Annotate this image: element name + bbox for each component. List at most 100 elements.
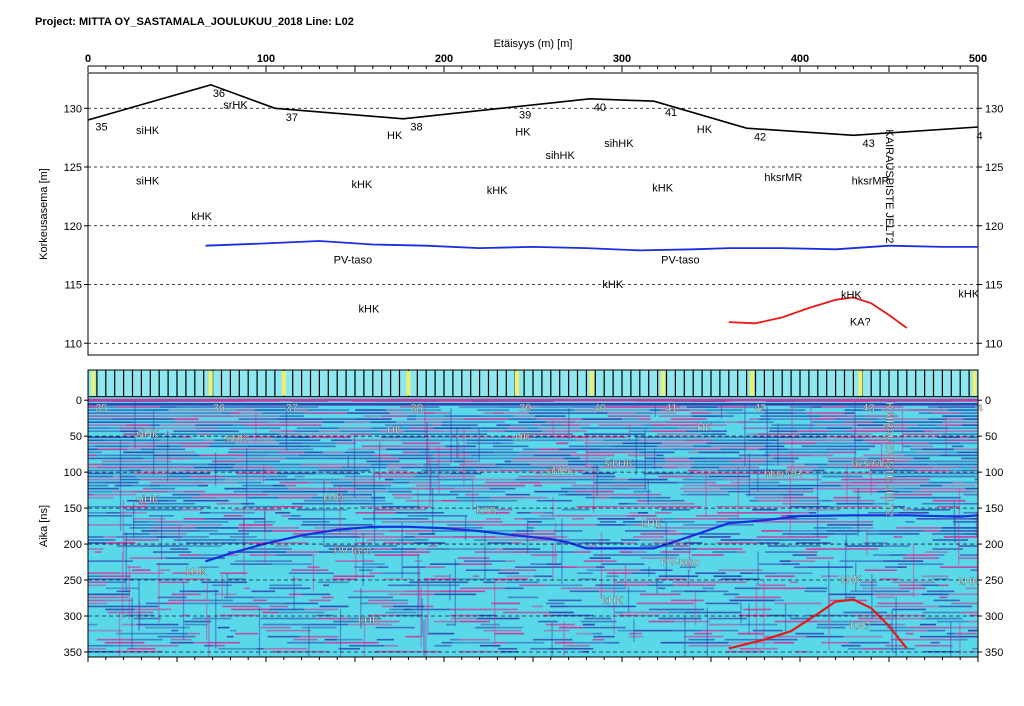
radar-y-tick-left-200: 200	[64, 539, 82, 551]
radar-image	[88, 370, 978, 657]
elevation-y-tick-left-130: 130	[64, 103, 82, 115]
marker-bar-station-1	[208, 371, 213, 396]
radar-y-tick-left-250: 250	[64, 575, 82, 587]
radar-annotation-11: kHK	[476, 505, 497, 517]
station-label-5: 40	[594, 102, 606, 114]
radar-annotation-20: KA?	[850, 620, 871, 632]
radar-annotation-6: HK	[697, 422, 713, 434]
radar-annotation-2: HK	[387, 424, 403, 436]
elevation-annotation-19: KA?	[850, 317, 871, 329]
elevation-annotation-2: HK	[387, 130, 403, 142]
elevation-annotation-11: hksrMR	[764, 172, 802, 184]
elevation-annotation-14: PV-taso	[334, 254, 373, 266]
elevation-vertical-label: KAIRAUSPISTE JELT2	[883, 129, 895, 243]
x-tick-label-200: 200	[435, 53, 453, 65]
radar-annotation-0: siHK	[136, 429, 160, 441]
elevation-panel: 35 36 37 38 39 40 41 42 43 4 siHK srHK HK HK sihHK sihH…	[87, 72, 983, 356]
radar-series-water_table	[205, 514, 978, 563]
elevation-y-tick-right-115: 115	[985, 280, 1003, 292]
radar-annotation-16: kHK	[841, 574, 862, 586]
radar-station-label-9: 4	[976, 403, 982, 415]
station-label-0: 35	[95, 121, 107, 133]
elevation-y-tick-right-110: 110	[985, 338, 1003, 350]
radar-y-tick-left-50: 50	[70, 431, 82, 443]
elevation-annotation-5: sihHK	[604, 138, 634, 150]
elevation-annotation-6: HK	[697, 124, 713, 136]
radar-annotation-15: kHK	[186, 566, 207, 578]
radar-annotation-4: sihHK	[545, 465, 575, 477]
x-tick-label-0: 0	[85, 53, 91, 65]
station-label-4: 39	[519, 110, 531, 122]
elevation-y-tick-left-120: 120	[64, 221, 82, 233]
radar-annotation-17: kHK	[958, 576, 979, 588]
radar-series-bedrock	[728, 598, 908, 650]
radar-station-label-1: 36	[213, 403, 225, 415]
elevation-annotation-13: kHK	[191, 211, 212, 223]
marker-bar-station-7	[749, 371, 754, 396]
radar-station-label-2: 37	[286, 403, 298, 415]
elevation-y-axis-label: Korkeusasema [m]	[38, 168, 50, 260]
radar-y-tick-right-350: 350	[985, 647, 1003, 659]
radar-station-label-8: 43	[863, 403, 875, 415]
radar-annotation-13: PV-taso	[334, 545, 373, 557]
radar-annotation-7: hksrMR	[764, 468, 802, 480]
radar-annotation-3: HK	[515, 432, 531, 444]
elevation-annotation-16: kHK	[602, 279, 623, 291]
station-label-1: 36	[213, 88, 225, 100]
station-label-2: 37	[286, 112, 298, 124]
series-water_table	[205, 240, 978, 252]
radar-annotation-19: kHK	[359, 615, 380, 627]
radar-station-label-5: 40	[594, 403, 606, 415]
radar-annotation-10: kHK	[323, 492, 344, 504]
radar-y-tick-right-0: 0	[985, 395, 991, 407]
radar-y-tick-left-100: 100	[64, 467, 82, 479]
elevation-annotation-4: sihHK	[545, 150, 575, 162]
elevation-y-tick-right-120: 120	[985, 221, 1003, 233]
radar-y-axis-label: Aika [ns]	[38, 505, 50, 547]
radar-y-tick-right-300: 300	[985, 611, 1003, 623]
radar-y-tick-right-50: 50	[985, 431, 997, 443]
elevation-annotation-17: kHK	[359, 304, 380, 316]
marker-bar-station-5	[589, 371, 594, 396]
series-bedrock	[728, 296, 908, 329]
radar-y-tick-right-200: 200	[985, 539, 1003, 551]
radar-y-tick-right-150: 150	[985, 503, 1003, 515]
radar-station-label-0: 35	[95, 403, 107, 415]
radar-y-tick-right-250: 250	[985, 575, 1003, 587]
x-tick-label-300: 300	[613, 53, 631, 65]
elevation-y-tick-right-125: 125	[985, 162, 1003, 174]
station-label-8: 43	[863, 138, 875, 150]
elevation-plot-frame	[87, 72, 979, 356]
radar-panel	[88, 435, 978, 653]
radar-station-label-3: 38	[410, 403, 422, 415]
elevation-annotation-12: hksrMR	[852, 176, 890, 188]
marker-bar-station-4	[514, 371, 519, 396]
elevation-series-group	[88, 83, 978, 329]
elevation-annotation-3: HK	[515, 126, 531, 138]
radar-station-label-7: 42	[754, 403, 766, 415]
radar-annotation-14: PV-taso	[661, 557, 700, 569]
elevation-y-tick-right-130: 130	[985, 103, 1003, 115]
elevation-annotation-7: siHK	[136, 176, 160, 188]
radar-y-tick-left-300: 300	[64, 611, 82, 623]
station-label-7: 42	[754, 132, 766, 144]
elevation-annotation-8: kHK	[351, 179, 372, 191]
radar-y-tick-left-150: 150	[64, 503, 82, 515]
series-elevation	[88, 83, 978, 137]
marker-bar-station-0	[91, 371, 96, 396]
elevation-y-tick-left-110: 110	[64, 338, 82, 350]
radar-annotation-18: kHK	[602, 595, 623, 607]
marker-bar-station-9	[972, 371, 977, 396]
radar-annotation-1: srHK	[223, 433, 248, 445]
elevation-y-tick-left-125: 125	[64, 162, 82, 174]
radar-annotation-12: kHK	[642, 518, 663, 530]
radar-vertical-label: KAIRAUSPISTE JELT2	[883, 402, 895, 516]
elevation-annotation-18: kHK	[841, 290, 862, 302]
radar-y-tick-left-0: 0	[76, 395, 82, 407]
radar-station-label-4: 39	[519, 403, 531, 415]
radar-station-label-6: 41	[665, 403, 677, 415]
radar-y-tick-right-100: 100	[985, 467, 1003, 479]
radar-labels: 35 36 37 38 39 40 41 42 43 4 siHK srHK HK HK sihHK sihH…	[87, 369, 983, 658]
